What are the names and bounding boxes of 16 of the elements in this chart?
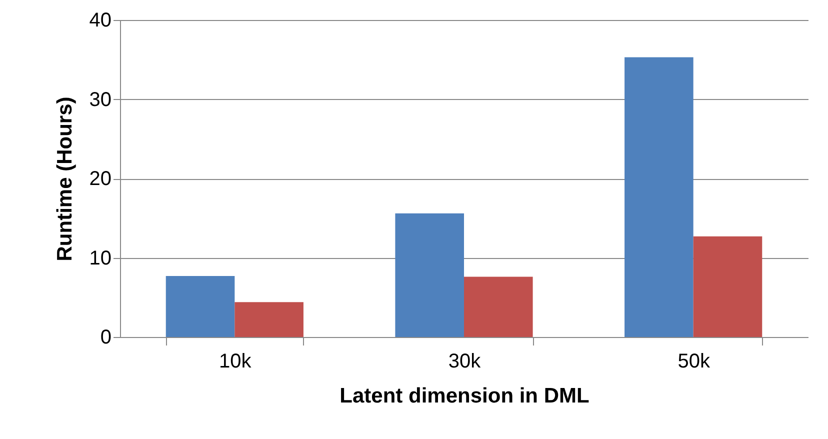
y-tick-label: 40 [89, 10, 112, 32]
bar [464, 276, 533, 337]
y-tick-label: 0 [100, 326, 112, 348]
x-tick-label: 10k [219, 350, 252, 372]
x-axis-title: Latent dimension in DML [340, 384, 590, 408]
bar [234, 302, 304, 337]
bar [395, 213, 464, 337]
bar [166, 276, 235, 337]
x-tick-label: 50k [678, 350, 711, 372]
x-tick-label: 30k [448, 350, 482, 372]
bar [624, 57, 694, 337]
y-tick-label: 10 [89, 247, 112, 270]
bar [693, 236, 762, 337]
y-tick-label: 30 [89, 88, 112, 111]
y-tick-label: 20 [89, 168, 112, 190]
y-axis-title: Runtime (Hours) [53, 96, 76, 262]
